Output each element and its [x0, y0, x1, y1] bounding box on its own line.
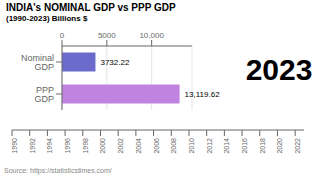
svg-text:1994: 1994	[46, 138, 53, 154]
svg-text:2008: 2008	[170, 138, 177, 154]
html-text:2023: 2023	[245, 53, 313, 86]
svg-text:2006: 2006	[153, 138, 160, 154]
html-text:(1990-2023) Billions $: (1990-2023) Billions $	[6, 14, 88, 23]
svg-text:2004: 2004	[135, 138, 142, 154]
svg-text:1996: 1996	[64, 138, 71, 154]
svg-text:NominalGDP: NominalGDP	[21, 53, 54, 72]
html-text:INDIA's NOMINAL GDP vs PPP GDP: INDIA's NOMINAL GDP vs PPP GDP	[6, 2, 176, 13]
svg-text:1998: 1998	[82, 138, 89, 154]
svg-text:1992: 1992	[29, 138, 36, 154]
svg-text:0: 0	[60, 31, 65, 40]
svg-text:2022: 2022	[294, 138, 301, 154]
svg-text:5000: 5000	[98, 31, 116, 40]
svg-text:13,119.62: 13,119.62	[185, 90, 221, 99]
svg-text:1990: 1990	[11, 138, 18, 154]
html-text:Source: https://statisticstime: Source: https://statisticstimes.com/	[4, 167, 112, 174]
svg-text:2018: 2018	[259, 138, 266, 154]
svg-text:2016: 2016	[241, 138, 248, 154]
svg-text:2002: 2002	[117, 138, 124, 154]
svg-text:2014: 2014	[223, 138, 230, 154]
svg-text:2012: 2012	[206, 138, 213, 154]
svg-text:2020: 2020	[276, 138, 283, 154]
svg-text:3732.22: 3732.22	[100, 58, 129, 67]
svg-text:PPPGDP: PPPGDP	[34, 85, 54, 104]
svg-text:2000: 2000	[99, 138, 106, 154]
svg-text:10,000: 10,000	[139, 31, 164, 40]
svg-text:2010: 2010	[188, 138, 195, 154]
